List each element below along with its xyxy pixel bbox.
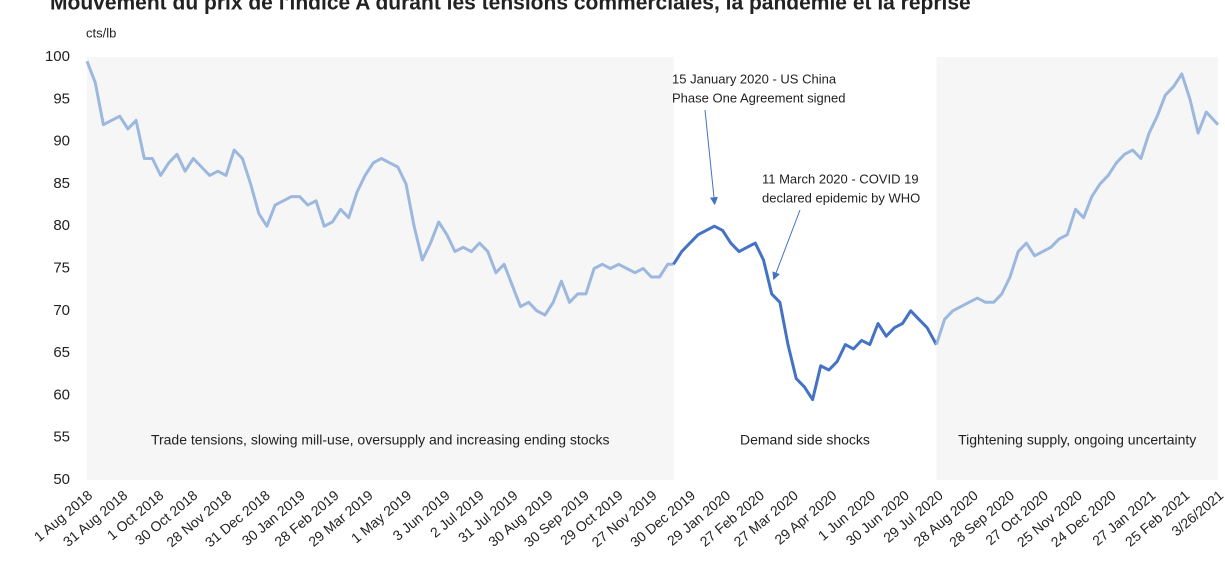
y-tick-label: 85 bbox=[53, 175, 70, 192]
price-line bbox=[85, 60, 674, 317]
chart-title: Mouvement du prix de l'indice A durant l… bbox=[50, 0, 971, 15]
y-tick-label: 60 bbox=[53, 386, 70, 403]
region-shade bbox=[936, 57, 1218, 480]
region-shade bbox=[87, 57, 674, 480]
region-label: Demand side shocks bbox=[740, 432, 870, 448]
y-tick-label: 95 bbox=[53, 90, 70, 107]
y-tick-label: 75 bbox=[53, 259, 70, 276]
region-label: Tightening supply, ongoing uncertainty bbox=[958, 432, 1196, 448]
y-tick-label: 50 bbox=[53, 471, 70, 488]
y-tick-label: 70 bbox=[53, 302, 70, 319]
y-tick-label: 90 bbox=[53, 133, 70, 150]
annotation-arrow bbox=[772, 209, 801, 281]
annotation-text: 15 January 2020 - US China bbox=[672, 71, 837, 86]
y-tick-label: 55 bbox=[53, 429, 70, 446]
price-line bbox=[934, 72, 1220, 346]
y-axis-label: cts/lb bbox=[86, 25, 116, 40]
y-tick-label: 65 bbox=[53, 344, 70, 361]
y-tick-label: 100 bbox=[45, 48, 70, 65]
price-line bbox=[672, 224, 938, 402]
annotation-text: Phase One Agreement signed bbox=[672, 90, 845, 105]
region-label: Trade tensions, slowing mill-use, oversu… bbox=[151, 432, 610, 448]
annotation-arrow bbox=[704, 109, 718, 206]
annotation-text: declared epidemic by WHO bbox=[762, 190, 920, 205]
annotation-text: 11 March 2020 - COVID 19 bbox=[762, 171, 919, 186]
y-tick-label: 80 bbox=[53, 217, 70, 234]
